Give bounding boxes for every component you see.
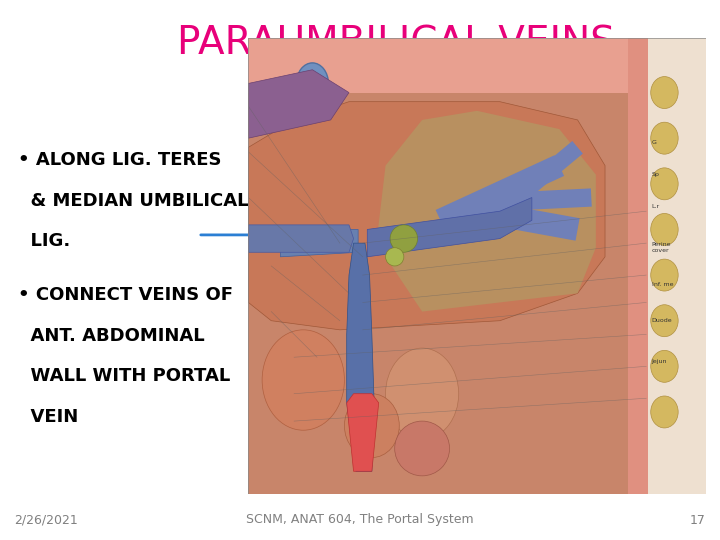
Text: PARAUMBILICAL VEINS: PARAUMBILICAL VEINS: [177, 24, 615, 62]
Ellipse shape: [262, 330, 344, 430]
Polygon shape: [475, 200, 580, 241]
Text: Perine
cover: Perine cover: [652, 242, 671, 253]
Bar: [297, 84, 328, 138]
Ellipse shape: [386, 348, 459, 440]
Ellipse shape: [651, 122, 678, 154]
Polygon shape: [248, 70, 349, 138]
Polygon shape: [280, 230, 358, 257]
Ellipse shape: [344, 394, 400, 457]
Text: 2/26/2021: 2/26/2021: [14, 514, 78, 526]
Ellipse shape: [651, 259, 678, 291]
Ellipse shape: [651, 396, 678, 428]
Ellipse shape: [651, 350, 678, 382]
Ellipse shape: [651, 77, 678, 109]
Text: Duode: Duode: [652, 318, 672, 323]
Ellipse shape: [651, 305, 678, 336]
Bar: [248, 38, 706, 92]
Text: Sp: Sp: [652, 172, 660, 177]
Polygon shape: [248, 225, 354, 252]
Ellipse shape: [651, 213, 678, 245]
Polygon shape: [367, 198, 532, 257]
Polygon shape: [518, 141, 583, 199]
Text: LIG.: LIG.: [18, 232, 71, 250]
Polygon shape: [347, 243, 374, 471]
Text: G: G: [652, 140, 657, 145]
Text: VEIN: VEIN: [18, 408, 78, 426]
Ellipse shape: [386, 248, 404, 266]
Text: & MEDIAN UMBILICAL: & MEDIAN UMBILICAL: [18, 192, 248, 210]
Bar: [628, 38, 706, 494]
Polygon shape: [377, 111, 596, 312]
Ellipse shape: [651, 168, 678, 200]
Text: Jejun: Jejun: [652, 359, 667, 364]
Text: • CONNECT VEINS OF: • CONNECT VEINS OF: [18, 286, 233, 304]
Text: SCNM, ANAT 604, The Portal System: SCNM, ANAT 604, The Portal System: [246, 514, 474, 526]
Text: • ALONG LIG. TERES: • ALONG LIG. TERES: [18, 151, 222, 169]
Polygon shape: [500, 188, 592, 211]
Text: WALL WITH PORTAL: WALL WITH PORTAL: [18, 367, 230, 385]
Polygon shape: [248, 102, 605, 330]
Text: Inf. me: Inf. me: [652, 282, 673, 287]
Polygon shape: [347, 394, 379, 471]
Text: ANT. ABDOMINAL: ANT. ABDOMINAL: [18, 327, 204, 345]
Ellipse shape: [395, 421, 449, 476]
Bar: [649, 38, 706, 494]
Polygon shape: [436, 155, 564, 231]
Ellipse shape: [297, 63, 328, 104]
Text: 17: 17: [690, 514, 706, 526]
Ellipse shape: [390, 225, 418, 252]
Text: L.r: L.r: [652, 204, 660, 209]
